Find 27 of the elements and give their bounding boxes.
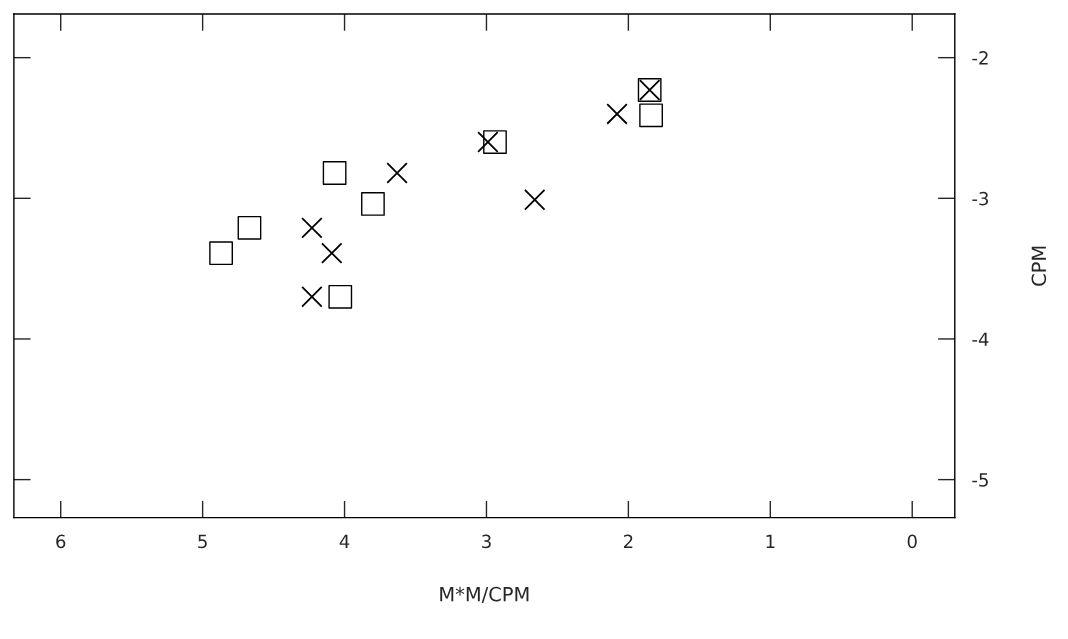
point [301,286,323,308]
point [322,161,347,185]
y-tick-label: -5 [972,473,988,487]
x-tick-label: 5 [198,534,207,549]
point [639,103,663,128]
x-tick-label: 0 [907,534,917,549]
y-tick-label: -2 [972,51,988,65]
y-tick-label: -3 [972,191,989,206]
x-tick-label: 4 [339,534,350,548]
point [237,215,262,240]
point [523,188,546,211]
point [606,103,628,125]
y-axis-title: CPM [1031,246,1047,286]
point [483,130,507,154]
x-tick-label: 1 [766,534,775,548]
point [477,131,499,153]
point [361,192,385,216]
x-tick-label: 6 [56,534,66,549]
x-axis-title: M*M/CPM [440,586,529,604]
point [301,217,323,239]
point [321,242,343,264]
y-tick-label: -4 [972,332,989,346]
point [328,284,353,309]
point [386,162,408,184]
point [209,241,233,266]
x-tick-label: 2 [623,534,633,548]
x-tick-label: 3 [482,534,491,549]
